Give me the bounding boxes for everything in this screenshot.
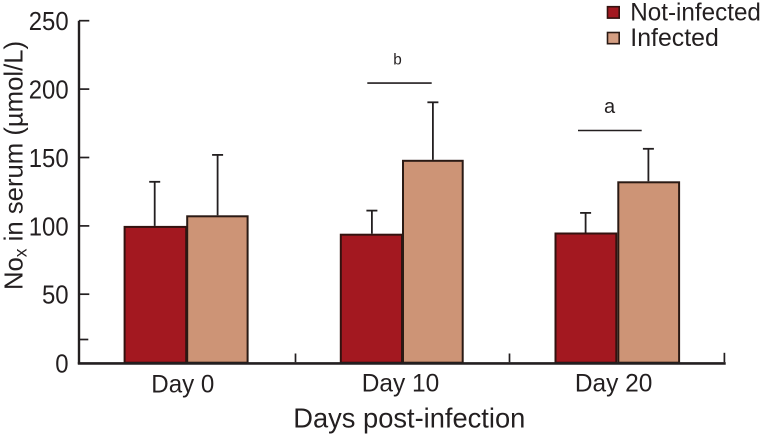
svg-text:Day 20: Day 20 [575, 371, 653, 398]
svg-text:250: 250 [29, 6, 69, 36]
svg-text:100: 100 [29, 211, 69, 241]
svg-text:50: 50 [42, 280, 69, 310]
svg-text:Not-infected: Not-infected [630, 0, 760, 26]
svg-text:200: 200 [29, 75, 69, 105]
svg-text:Nox in serum (µmol/L): Nox in serum (µmol/L) [1, 41, 31, 290]
svg-text:150: 150 [29, 143, 69, 173]
svg-text:Day 10: Day 10 [362, 371, 440, 398]
svg-text:a: a [604, 96, 616, 118]
svg-text:Infected: Infected [630, 25, 719, 52]
svg-text:b: b [393, 52, 402, 69]
svg-text:Day 0: Day 0 [151, 371, 214, 398]
svg-text:Days post-infection: Days post-infection [293, 402, 525, 433]
svg-text:0: 0 [55, 349, 68, 379]
